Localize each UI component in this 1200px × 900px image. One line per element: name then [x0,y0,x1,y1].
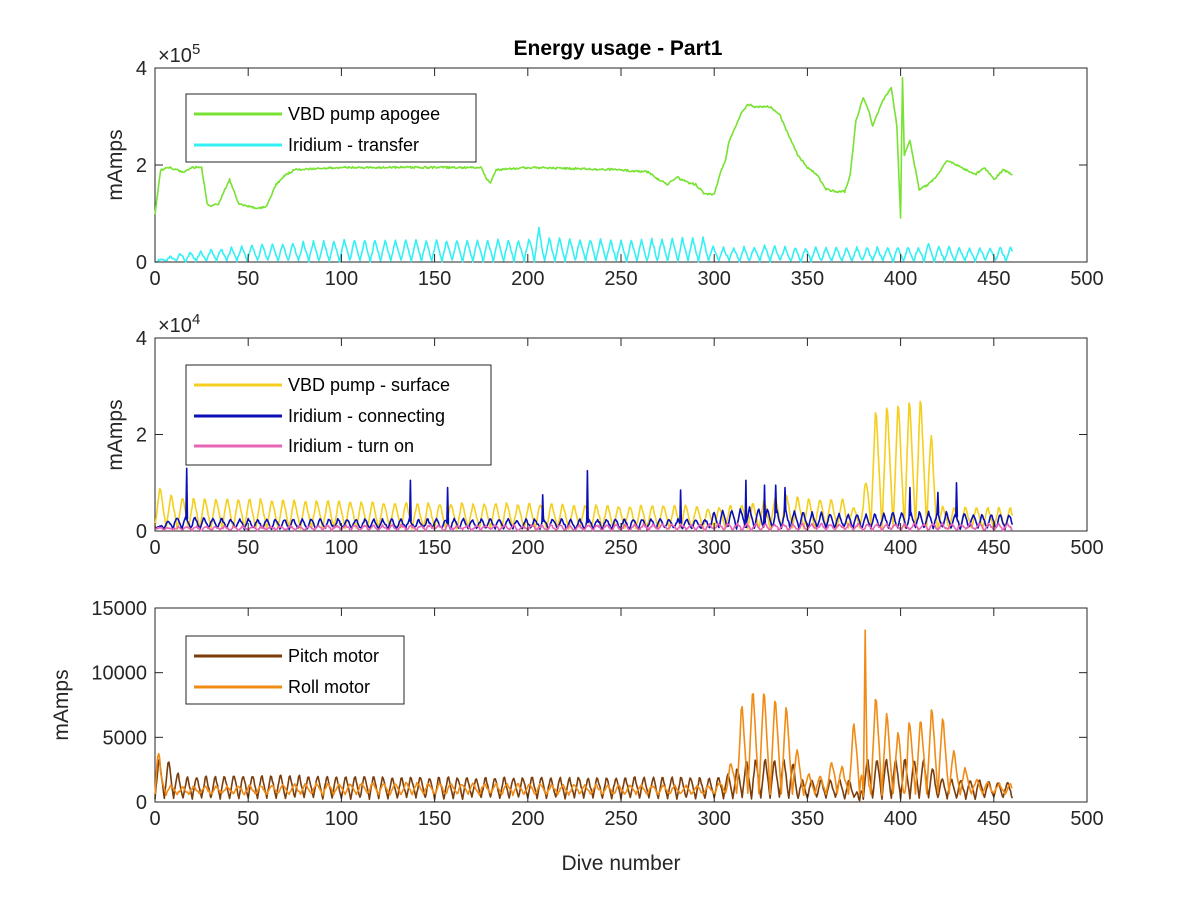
x-tick-label: 500 [1070,268,1103,290]
x-tick-label: 400 [884,268,917,290]
x-tick-label: 100 [325,537,358,559]
exponent-power: 4 [192,311,200,328]
series-line-pitch-motor [154,758,1014,802]
svg-text:×105: ×105 [158,41,200,67]
x-tick-label: 350 [791,268,824,290]
x-tick-label: 200 [511,268,544,290]
x-tick-label: 50 [237,537,259,559]
series-line-iridium-transfer [155,226,1014,263]
y-tick-label: 4 [136,328,147,350]
x-tick-label: 500 [1070,537,1103,559]
y-tick-label: 0 [136,521,147,543]
x-tick-label: 500 [1070,808,1103,830]
series-layer [154,629,1014,802]
x-tick-label: 250 [604,808,637,830]
x-tick-label: 50 [237,808,259,830]
x-tick-label: 250 [604,268,637,290]
chart-title: Energy usage - Part1 [514,37,723,60]
x-tick-label: 300 [698,808,731,830]
x-tick-label: 450 [977,808,1010,830]
exponent-multiplier: ×10 [158,45,192,67]
tick-layer: 0 50 100 150 200 250 300 350 400 450 500 0 2 4 [136,328,1104,559]
series-layer [154,400,1014,532]
y-exponent-label: ×104 [158,311,200,337]
y-tick-label: 10000 [91,663,147,685]
x-tick-label: 0 [149,808,160,830]
x-tick-label: 0 [149,537,160,559]
y-tick-label: 5000 [103,727,148,749]
legend-label-roll-motor: Roll motor [288,677,370,697]
y-tick-label: 4 [136,58,147,80]
legend: VBD pump - surface Iridium - connecting … [185,364,492,466]
series-line-iridium-connecting [154,467,1014,531]
series-line-vbd-pump-surface [154,400,1014,531]
y-tick-label: 0 [136,252,147,274]
series-layer [154,76,1014,263]
legend-label-vbd-pump-surface: VBD pump - surface [288,375,450,395]
legend: VBD pump apogee Iridium - transfer [185,93,477,163]
x-tick-label: 350 [791,808,824,830]
y-tick-label: 2 [136,425,147,447]
legend-label-pitch-motor: Pitch motor [288,646,379,666]
x-tick-label: 200 [511,808,544,830]
y-tick-label: 2 [136,155,147,177]
x-tick-label: 50 [237,268,259,290]
legend-box [185,635,405,705]
x-tick-label: 0 [149,268,160,290]
series-line-iridium-turn-on [154,522,1013,532]
y-tick-label: 15000 [91,598,147,620]
x-tick-label: 400 [884,537,917,559]
x-tick-label: 100 [325,268,358,290]
x-tick-label: 400 [884,808,917,830]
legend-label-vbd-pump-apogee: VBD pump apogee [288,104,440,124]
x-tick-label: 200 [511,537,544,559]
legend-label-iridium-turn-on: Iridium - turn on [288,436,414,456]
x-tick-label: 100 [325,808,358,830]
legend-box [185,93,477,163]
x-tick-label: 350 [791,537,824,559]
tick-layer: 0 50 100 150 200 250 300 350 400 450 500 0 2 4 [136,58,1104,290]
subplot-pitch-roll-motor: 0 50 100 150 200 250 300 350 400 450 5000500010000… [50,598,1104,875]
x-tick-label: 150 [418,808,451,830]
x-tick-label: 300 [698,537,731,559]
legend: Pitch motor Roll motor [185,635,405,705]
legend-label-iridium-transfer: Iridium - transfer [288,135,419,155]
y-axis-label: mAmps [104,129,127,200]
y-tick-label: 0 [136,792,147,814]
x-tick-label: 450 [977,268,1010,290]
x-tick-label: 450 [977,537,1010,559]
y-axis-label: mAmps [104,399,127,470]
x-tick-label: 150 [418,537,451,559]
exponent-power: 5 [192,41,200,58]
x-tick-label: 250 [604,537,637,559]
y-exponent-label: ×105 [158,41,200,67]
series-line-roll-motor [154,629,1013,798]
y-axis-label: mAmps [50,669,73,740]
x-tick-label: 300 [698,268,731,290]
tick-layer: 0 50 100 150 200 250 300 350 400 450 5000500010000… [91,598,1103,830]
exponent-multiplier: ×10 [158,315,192,337]
svg-text:×104: ×104 [158,311,200,337]
series-line-vbd-pump-apogee [154,76,1013,219]
x-tick-label: 150 [418,268,451,290]
legend-label-iridium-connecting: Iridium - connecting [288,406,445,426]
x-axis-label: Dive number [561,852,680,875]
